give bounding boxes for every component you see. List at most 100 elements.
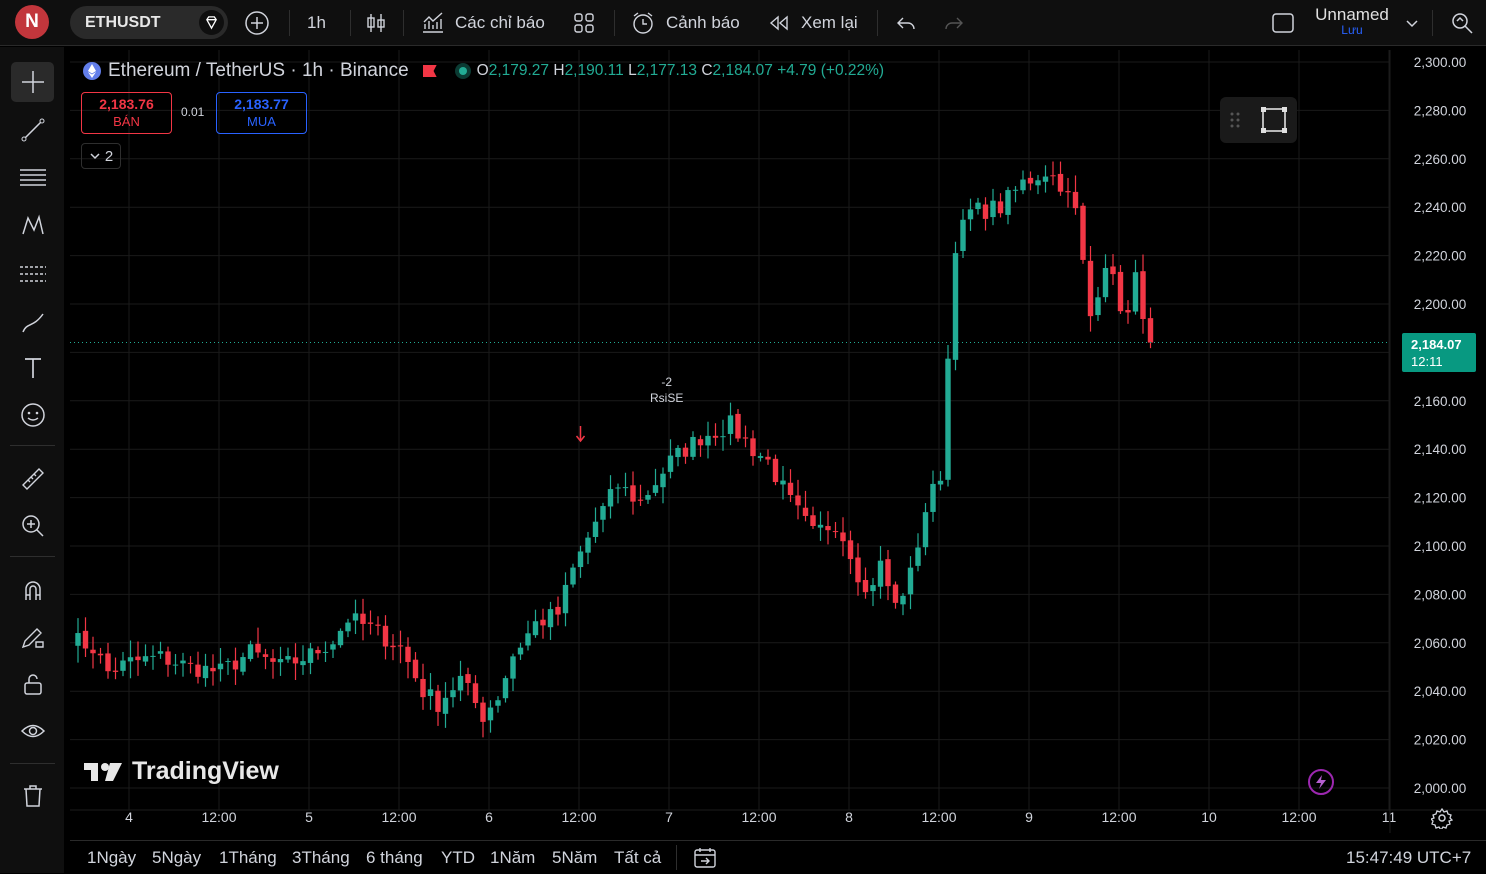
candle [682, 443, 689, 464]
stay-in-drawing-tool[interactable] [11, 617, 54, 657]
range-1m[interactable]: 1Tháng [219, 847, 277, 867]
layout-toggle-button[interactable] [1270, 0, 1296, 46]
candle [1147, 307, 1154, 349]
candle [337, 628, 344, 648]
candle [82, 617, 89, 658]
layout-name-button[interactable]: Unnamed Lưu [1313, 5, 1391, 37]
emoji-tool[interactable] [11, 395, 54, 435]
chart-type-button[interactable] [364, 0, 388, 46]
range-5d[interactable]: 5Ngày [152, 847, 202, 867]
candle [1027, 171, 1034, 191]
candle [870, 577, 876, 607]
candle [1005, 186, 1011, 225]
candle [600, 502, 606, 533]
candle [1020, 170, 1026, 195]
market-closed-flag-icon[interactable] [422, 65, 437, 77]
candle [307, 642, 314, 675]
measure-tool[interactable] [11, 459, 54, 499]
hide-drawings-tool[interactable] [11, 711, 54, 751]
compare-symbol-button[interactable] [244, 0, 270, 46]
candle [727, 402, 734, 446]
y-tick-label: 2,220.00 [1414, 249, 1467, 264]
candle [172, 654, 179, 675]
x-tick-label: 12:00 [201, 809, 236, 825]
alerts-button[interactable]: Cảnh báo [630, 0, 740, 46]
candle [915, 533, 921, 572]
fib-tool[interactable] [11, 158, 54, 198]
x-tick-label: 5 [305, 809, 313, 825]
candle [930, 470, 936, 522]
candle [75, 618, 81, 663]
candle [367, 610, 374, 635]
range-3m[interactable]: 3Tháng [292, 847, 350, 867]
magnet-tool[interactable] [11, 570, 54, 610]
candle [615, 483, 621, 504]
candle [952, 241, 959, 371]
range-1d[interactable]: 1Ngày [87, 847, 137, 867]
candle [157, 641, 164, 659]
candle [795, 479, 801, 520]
undo-button[interactable] [894, 0, 918, 46]
clock[interactable]: 15:47:49 UTC+7 [1346, 847, 1472, 867]
sell-button[interactable]: 2,183.76 BÁN [81, 92, 172, 134]
candle [442, 682, 449, 728]
range-ytd[interactable]: YTD [441, 847, 475, 867]
tradingview-logo[interactable]: TradingView [84, 757, 279, 786]
candle [112, 657, 119, 680]
range-1y[interactable]: 1Năm [490, 847, 536, 867]
candle [352, 599, 359, 635]
brush-tool[interactable] [11, 302, 54, 342]
lightning-icon[interactable] [1308, 769, 1334, 795]
buy-button[interactable]: 2,183.77 MUA [216, 92, 307, 134]
range-all[interactable]: Tất cả [614, 847, 662, 867]
crosshair-tool[interactable] [11, 62, 54, 102]
indicators-button[interactable]: Các chỉ báo [420, 0, 545, 46]
range-5y[interactable]: 5Năm [552, 847, 598, 867]
grid-icon [574, 13, 594, 33]
prediction-tool[interactable] [11, 254, 54, 294]
price-chart[interactable]: 2,300.00 2,280.00 2,260.00 2,240.00 2,220.00… [70, 50, 1486, 833]
replay-button[interactable]: Xem lại [767, 0, 858, 46]
signal-value: -2 [661, 375, 672, 389]
candle [1042, 165, 1049, 193]
zoom-tool[interactable] [11, 506, 54, 546]
candle [255, 627, 261, 658]
goto-date-button[interactable] [692, 841, 718, 874]
chart-settings-button[interactable] [1429, 807, 1454, 834]
trend-line-tool[interactable] [11, 110, 54, 150]
candle [585, 531, 591, 565]
redo-button[interactable] [942, 0, 966, 46]
candle [637, 484, 644, 506]
symbol-title[interactable]: Ethereum / TetherUS · 1h · Binance [108, 60, 409, 81]
symbol-search-button[interactable]: ETHUSDT [70, 6, 228, 39]
fullscreen-toggle[interactable] [1220, 97, 1297, 143]
signal-marker: -2 RsiSE [650, 374, 683, 406]
indicators-icon [423, 12, 443, 33]
candle [210, 654, 216, 686]
lock-drawings-tool[interactable] [11, 664, 54, 704]
user-avatar[interactable]: N [15, 5, 49, 39]
candle [375, 616, 381, 636]
indicators-collapse-button[interactable]: 2 [81, 143, 121, 169]
ohlc-values: O2,179.27 H2,190.11 L2,177.13 C2,184.07 … [476, 62, 885, 79]
data-status-icon[interactable] [454, 63, 471, 79]
pattern-tool[interactable] [11, 206, 54, 246]
layout-menu-button[interactable] [1404, 0, 1420, 46]
candle [1132, 259, 1139, 315]
candle [562, 572, 569, 627]
remove-drawings-tool[interactable] [11, 776, 54, 816]
pattern-icon [21, 214, 44, 235]
range-6m[interactable]: 6 tháng [366, 847, 423, 867]
chart-pane[interactable]: 2,300.00 2,280.00 2,260.00 2,240.00 2,220.00… [70, 50, 1486, 833]
text-tool[interactable] [11, 348, 54, 388]
gear-icon [1429, 807, 1454, 832]
candle [450, 677, 456, 708]
interval-button[interactable]: 1h [307, 0, 326, 46]
x-tick-label: 10 [1201, 809, 1217, 825]
candle [622, 472, 629, 497]
quick-search-button[interactable] [1449, 0, 1475, 46]
templates-button[interactable] [572, 0, 596, 46]
candle [967, 198, 974, 231]
candle [330, 640, 336, 658]
diamond-icon[interactable] [199, 10, 224, 35]
